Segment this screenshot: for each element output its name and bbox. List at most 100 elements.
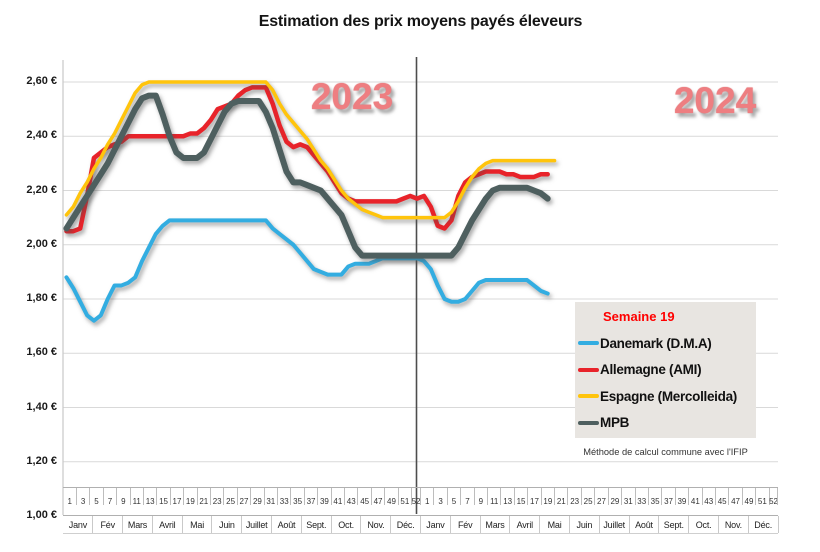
week-label: 1: [63, 488, 78, 515]
month-label: Déc.: [748, 516, 779, 533]
week-label: 19: [184, 488, 198, 515]
month-label: Déc.: [391, 516, 421, 533]
week-label: 9: [117, 488, 131, 515]
month-labels-2024: Janv Fév Mars Avril Mai Juin Juillet Août Sept. O…: [421, 516, 779, 533]
y-axis-label: 2,60 €: [26, 75, 57, 87]
week-label: 47: [371, 488, 386, 515]
week-label: 11: [488, 488, 502, 515]
month-label: Mars: [480, 516, 511, 533]
legend-swatch-icon: [578, 367, 599, 372]
week-label: 15: [157, 488, 172, 515]
legend-item: MPB: [575, 410, 756, 437]
week-label: 7: [461, 488, 476, 515]
month-label: Fév: [450, 516, 481, 533]
chart-title: Estimation des prix moyens payés éleveur…: [258, 13, 583, 30]
week-labels-2023: 1 3 5 7 9 11 13 15 17 19 21 23 25 27 29 31 33 35 37 39 41 43 4…: [63, 488, 421, 515]
month-label: Fév: [93, 516, 123, 533]
week-labels-2024: 1 3 5 7 9 11 13 15 17 19 21 23 25 27 29 31 33 35 37 39 41 43 4…: [421, 488, 779, 515]
week-label: 15: [514, 488, 529, 515]
month-label: Avril: [510, 516, 540, 533]
legend-item: Allemagne (AMI): [575, 357, 756, 384]
footnote: Méthode de calcul commune avec l'IFIP: [583, 447, 748, 457]
month-label: Sept.: [659, 516, 689, 533]
week-label: 1: [421, 488, 435, 515]
month-label: Juin: [212, 516, 243, 533]
week-label: 3: [434, 488, 449, 515]
week-label: 3: [76, 488, 91, 515]
week-label: 31: [264, 488, 279, 515]
y-axis-label: 1,00 €: [26, 509, 57, 521]
week-label: 5: [90, 488, 105, 515]
week-label: 29: [608, 488, 623, 515]
week-label: 5: [447, 488, 462, 515]
y-axis-label: 1,20 €: [26, 454, 57, 467]
month-label: Mars: [123, 516, 153, 533]
week-label: 47: [729, 488, 744, 515]
legend-label: Espagne (Mercolleida): [600, 388, 737, 404]
month-label: Avril: [152, 516, 183, 533]
year-label-2023: 2023: [310, 76, 394, 117]
y-axis-label: 2,40 €: [26, 129, 57, 142]
y-axis-label: 1,60 €: [26, 346, 57, 359]
week-label: 43: [702, 488, 717, 515]
x-axis-week-band: 1 3 5 7 9 11 13 15 17 19 21 23 25 27 29 31 33 35 37 39 41 43 4…: [63, 487, 779, 515]
week-label: 35: [291, 488, 306, 515]
week-label: 9: [474, 488, 489, 515]
x-axis-month-band: Janv Fév Mars Avril Mai Juin Juillet Août Sept. O…: [63, 515, 779, 534]
y-axis-label: 2,20 €: [26, 183, 57, 196]
week-label: 13: [501, 488, 516, 515]
legend-label: MPB: [600, 415, 630, 431]
legend-label: Allemagne (AMI): [600, 362, 702, 378]
y-axis-label: 1,80 €: [26, 292, 57, 304]
week-label: 23: [568, 488, 583, 515]
legend-item: Espagne (Mercolleida): [575, 383, 756, 410]
week-label: 41: [331, 488, 346, 515]
week-label: 17: [528, 488, 543, 515]
legend-swatch-icon: [578, 394, 599, 399]
week-label: 33: [635, 488, 650, 515]
week-label: 21: [555, 488, 569, 515]
month-label: Août: [272, 516, 302, 533]
legend: Semaine 19 Danemark (D.M.A) Allemagne (AM…: [575, 302, 756, 438]
week-label: 37: [304, 488, 319, 515]
legend-item: Danemark (D.M.A): [575, 330, 756, 357]
legend-title: Semaine 19: [603, 309, 675, 324]
week-label: 35: [648, 488, 663, 515]
month-label: Janv: [63, 516, 94, 533]
week-label: 37: [662, 488, 677, 515]
week-label: 13: [143, 488, 158, 515]
week-label: 33: [278, 488, 292, 515]
month-label: Oct.: [331, 516, 362, 533]
month-label: Juillet: [242, 516, 272, 533]
month-label: Oct.: [689, 516, 719, 533]
week-label: 19: [541, 488, 556, 515]
week-label: 27: [595, 488, 610, 515]
week-label: 23: [210, 488, 225, 515]
week-label: 25: [581, 488, 596, 515]
y-axis-label: 2,00 €: [26, 237, 57, 250]
week-label: 21: [197, 488, 212, 515]
week-label: 17: [170, 488, 185, 515]
week-label: 25: [224, 488, 239, 515]
y-axis-label: 1,40 €: [26, 400, 57, 413]
week-label: 31: [622, 488, 636, 515]
week-label: 7: [103, 488, 118, 515]
week-label: 49: [385, 488, 400, 515]
series-line-danemark-d-m-a: [64, 218, 550, 323]
legend-swatch-icon: [578, 341, 599, 346]
week-label: 39: [675, 488, 690, 515]
series-line-espagne-mercolleida: [64, 80, 557, 220]
week-label: 51: [756, 488, 770, 515]
month-label: Mai: [540, 516, 570, 533]
year-label-2024: 2024: [673, 80, 757, 121]
month-label: Nov.: [718, 516, 749, 533]
week-label: 51: [398, 488, 413, 515]
week-label: 45: [358, 488, 373, 515]
month-label: Mai: [182, 516, 213, 533]
series-line-allemagne-ami: [64, 85, 550, 234]
week-label: 52: [412, 488, 421, 515]
month-label: Août: [629, 516, 660, 533]
week-label: 29: [251, 488, 266, 515]
